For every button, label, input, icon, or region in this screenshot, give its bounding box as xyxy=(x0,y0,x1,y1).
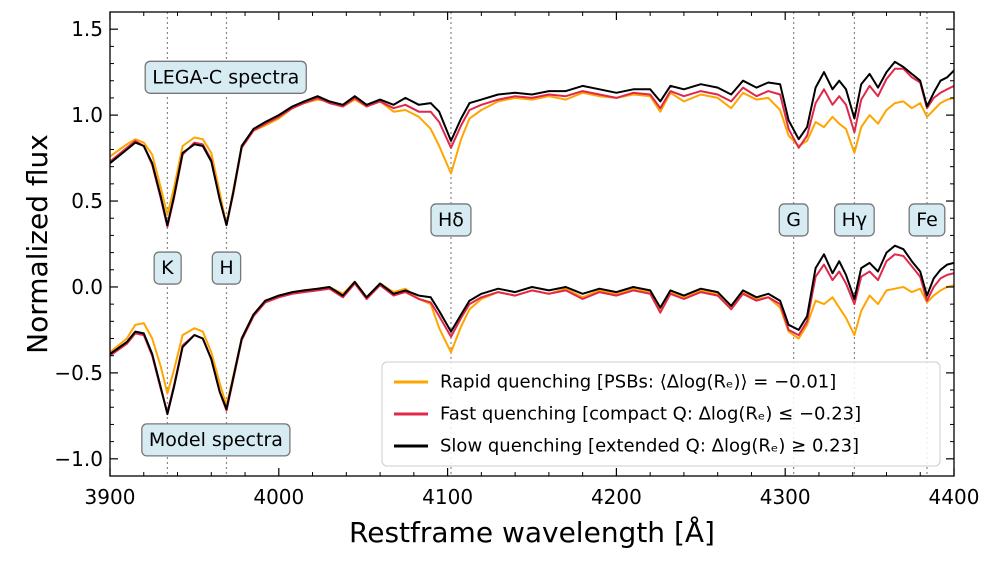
marker-label-hdelta-box: Hδ xyxy=(430,203,472,237)
series-slow-model xyxy=(110,244,954,416)
marker-label-k-bg xyxy=(153,251,182,285)
x-tick-label: 4200 xyxy=(591,485,642,509)
y-tick-label: −1.0 xyxy=(54,447,103,471)
marker-label-h-bg xyxy=(211,251,242,285)
marker-label-hgamma: Hγ xyxy=(842,209,868,231)
marker-label-g-bg xyxy=(778,203,809,237)
panel-label-legac-bg xyxy=(144,60,307,94)
x-tick-label: 4300 xyxy=(760,485,811,509)
legend-label-fast: Fast quenching [compact Q: Δlog(Rₑ) ≤ −0… xyxy=(440,404,861,425)
y-tick-label: 1.5 xyxy=(71,17,103,41)
marker-label-hdelta: Hδ xyxy=(438,209,464,231)
marker-label-hdelta-bg xyxy=(430,203,472,237)
panel-label-model-bg xyxy=(141,423,291,457)
y-axis-label: Normalized flux xyxy=(21,134,54,354)
legend-box xyxy=(381,361,941,467)
legend-label-slow: Slow quenching [extended Q: Δlog(Rₑ) ≥ 0… xyxy=(440,436,859,457)
marker-label-hgamma-box: Hγ xyxy=(833,203,875,237)
marker-label-k-box: K xyxy=(153,251,182,285)
spectra-series xyxy=(110,60,954,416)
y-tick-label: 1.0 xyxy=(71,103,103,127)
marker-label-h-box: H xyxy=(211,251,242,285)
x-axis-label: Restframe wavelength [Å] xyxy=(349,515,715,549)
marker-label-h: H xyxy=(219,257,233,279)
marker-label-fe: Fe xyxy=(916,209,938,231)
marker-label-k: K xyxy=(161,257,174,279)
series-rapid xyxy=(110,91,954,227)
x-tick-label: 4100 xyxy=(422,485,473,509)
marker-label-fe-box: Fe xyxy=(908,203,946,237)
marker-label-hgamma-bg xyxy=(833,203,875,237)
y-tick-label: −0.5 xyxy=(54,361,103,385)
y-tick-label: 0.0 xyxy=(71,275,103,299)
x-tick-label: 4400 xyxy=(929,485,980,509)
panel-label-model: Model spectra xyxy=(149,429,283,451)
x-tick-label: 4000 xyxy=(253,485,304,509)
axis-ticks: 3900 4000 4100 4200 4300 4400 1.5 1.0 0.5 0.0 −0.5… xyxy=(54,12,979,509)
panel-label-model-box: Model spectra xyxy=(141,423,291,457)
panel-label-legac-box: LEGA-C spectra xyxy=(144,60,307,94)
x-tick-label: 3900 xyxy=(85,485,136,509)
series-slow xyxy=(110,60,954,227)
legend-label-rapid: Rapid quenching [PSBs: ⟨Δlog(Rₑ)⟩ = −0.0… xyxy=(440,372,836,393)
panel-label-legac: LEGA-C spectra xyxy=(152,66,299,88)
marker-label-g: G xyxy=(786,209,801,231)
marker-label-g-box: G xyxy=(778,203,809,237)
plot-frame xyxy=(109,11,955,477)
y-tick-label: 0.5 xyxy=(71,189,103,213)
marker-label-fe-bg xyxy=(908,203,946,237)
annotations: LEGA-C spectra Model spectra K H Hδ G Hγ Fe xyxy=(141,60,946,457)
legend: Rapid quenching [PSBs: ⟨Δlog(Rₑ)⟩ = −0.0… xyxy=(381,361,941,467)
